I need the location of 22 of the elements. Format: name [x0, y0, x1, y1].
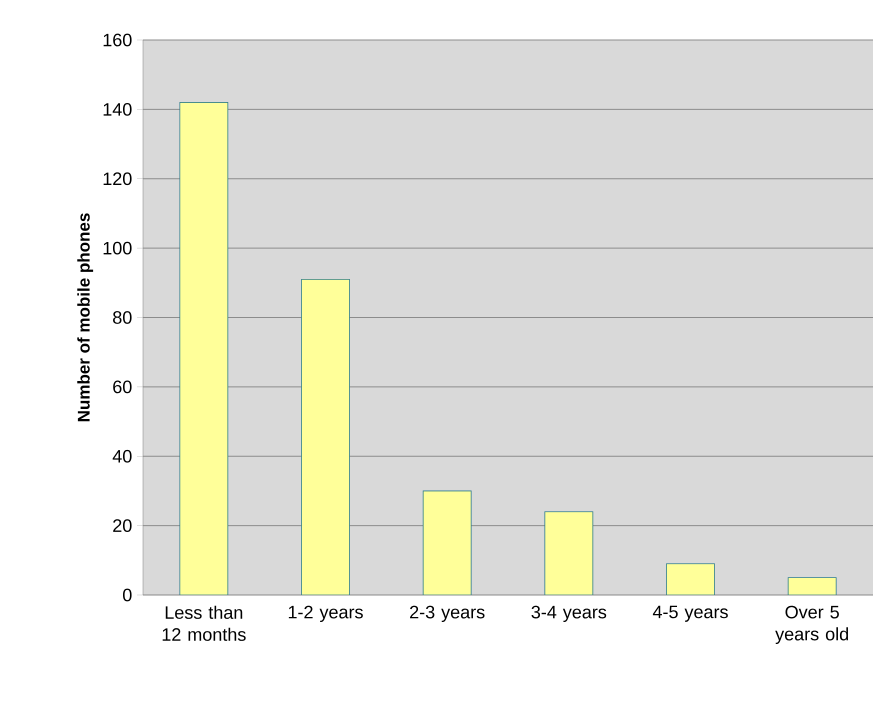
bar: [544, 511, 594, 595]
bar: [301, 278, 350, 595]
y-axis-title: Number of mobile phones: [77, 213, 94, 422]
y-tick-label: 160: [104, 34, 132, 46]
x-tick-label: Less than 12 months: [162, 606, 246, 641]
y-tick-label: 140: [104, 103, 132, 116]
y-tick-label: 100: [104, 242, 132, 254]
y-tick-label: 40: [112, 450, 132, 463]
y-tick-label: 20: [113, 519, 132, 532]
y-tick-label: 60: [113, 380, 132, 394]
bar: [666, 563, 715, 595]
x-tick-label: 2-3 years: [410, 606, 485, 622]
x-tick-label: 3-4 years: [532, 606, 606, 622]
x-tick-label: 1-2 years: [288, 606, 363, 622]
bar: [788, 577, 837, 595]
y-tick-label: 80: [113, 311, 132, 324]
x-tick-label: 4-5 years: [652, 606, 728, 622]
y-tick-label: 0: [122, 588, 132, 602]
y-tick-label: 120: [104, 172, 132, 186]
bar: [422, 490, 472, 595]
bar: [179, 102, 228, 595]
x-tick-label: Over 5 years old: [775, 606, 848, 644]
